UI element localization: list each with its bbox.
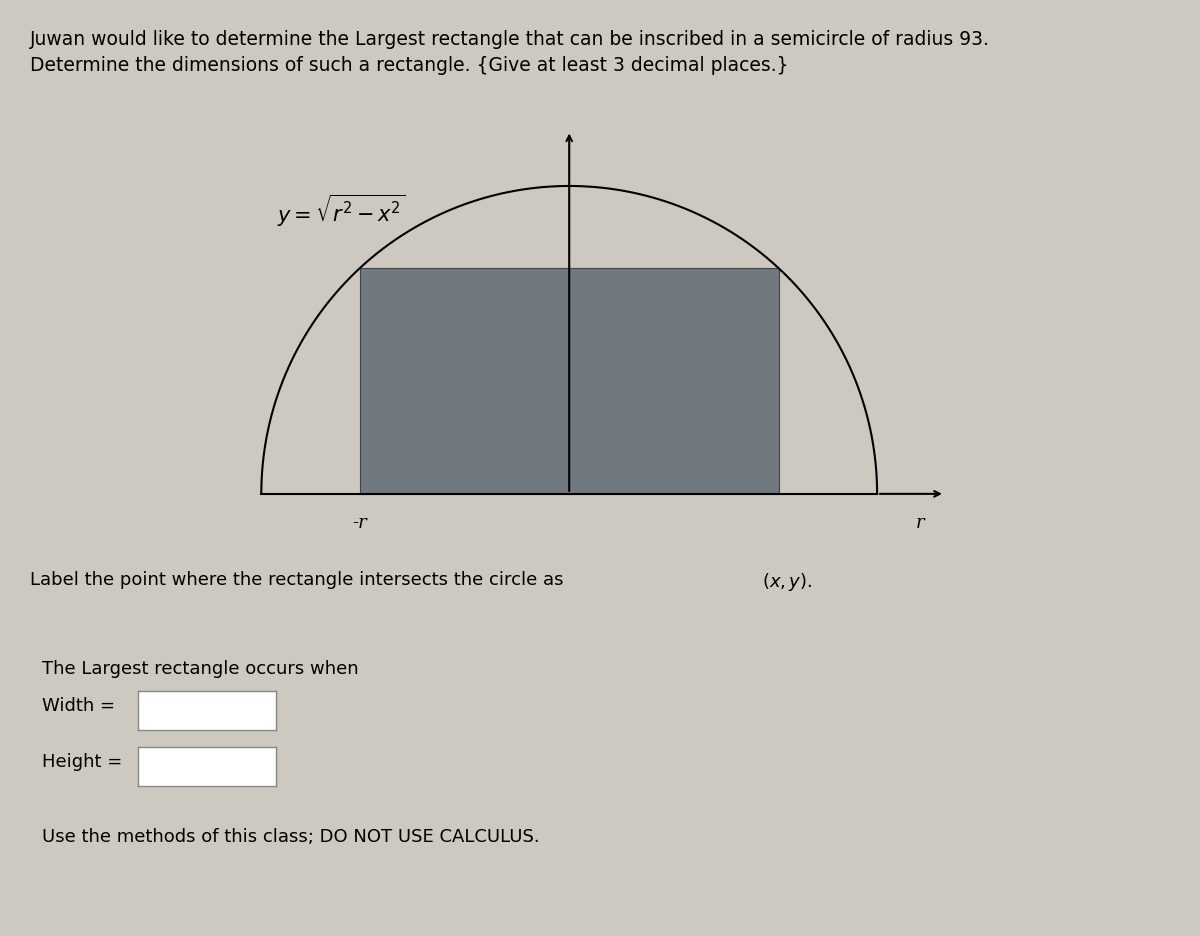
Text: Label the point where the rectangle intersects the circle as: Label the point where the rectangle inte…	[30, 571, 569, 589]
Bar	[360, 268, 779, 494]
Text: Juwan would like to determine the Largest rectangle that can be inscribed in a s: Juwan would like to determine the Larges…	[30, 30, 990, 49]
Text: r: r	[916, 514, 924, 532]
Text: Use the methods of this class; DO NOT USE CALCULUS.: Use the methods of this class; DO NOT US…	[42, 828, 540, 846]
Text: The Largest rectangle occurs when: The Largest rectangle occurs when	[42, 660, 359, 678]
Text: -r: -r	[353, 514, 367, 532]
Text: Width =: Width =	[42, 697, 115, 715]
Text: Determine the dimensions of such a rectangle. {Give at least 3 decimal places.}: Determine the dimensions of such a recta…	[30, 56, 788, 75]
Text: $(x, y).$: $(x, y).$	[762, 571, 812, 593]
Text: $y = \sqrt{r^2 - x^2}$: $y = \sqrt{r^2 - x^2}$	[277, 193, 406, 229]
Text: Height =: Height =	[42, 753, 122, 771]
